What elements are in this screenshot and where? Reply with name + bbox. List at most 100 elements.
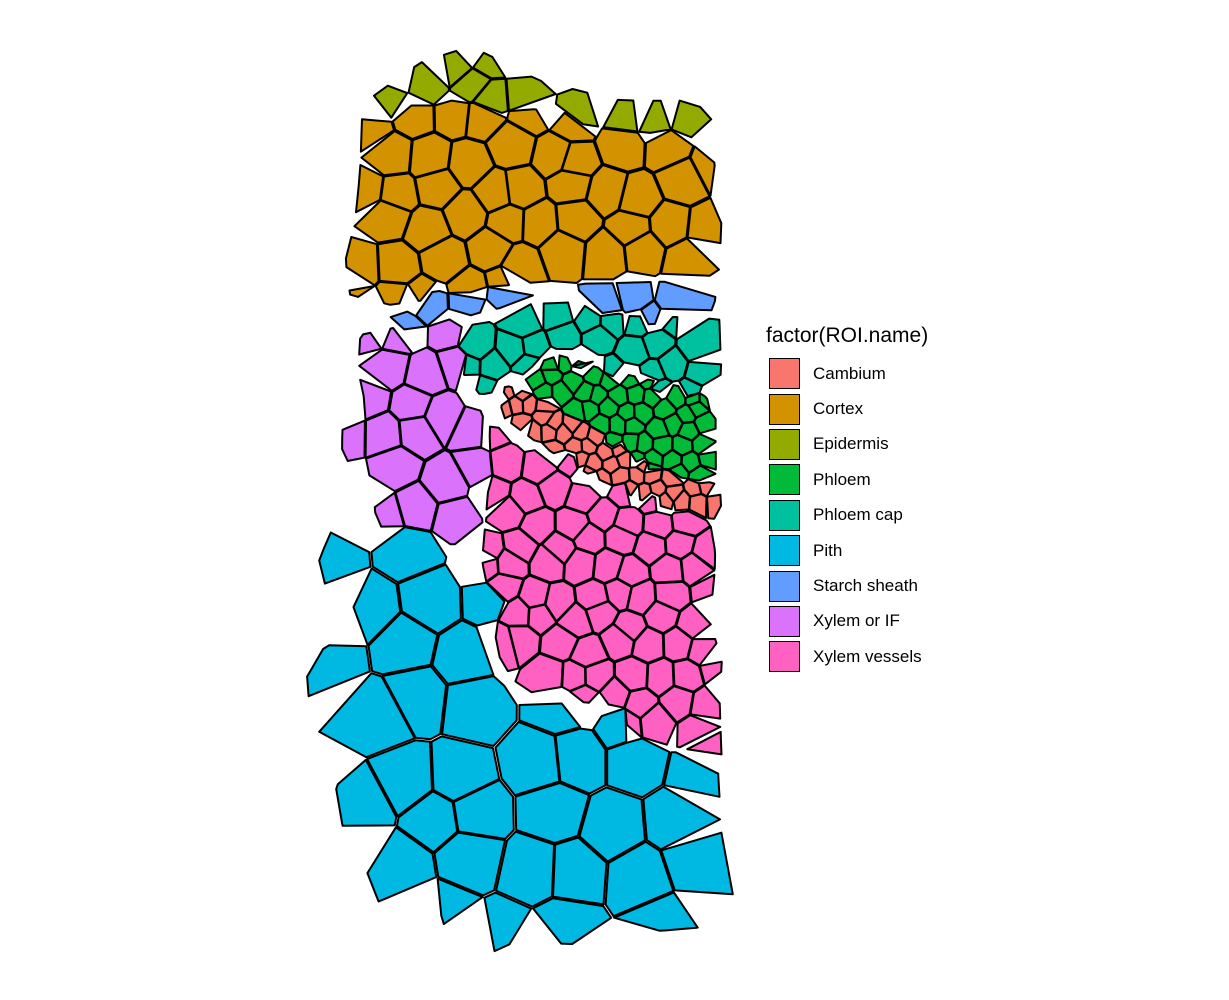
- cell-epidermis: [373, 84, 409, 119]
- cell-phloem: [539, 356, 560, 371]
- cell-cortex: [348, 285, 376, 298]
- cell-epidermis: [505, 75, 557, 112]
- cell-phloem: [691, 433, 717, 456]
- cell-pith: [483, 891, 533, 953]
- legend-label: Phloem: [813, 469, 871, 489]
- cell-xylem-or-if: [449, 446, 494, 489]
- legend-key: [769, 358, 800, 390]
- legend-label: Starch sheath: [813, 576, 918, 596]
- cell-cortex: [377, 239, 423, 285]
- legend-item-cortex: Cortex: [766, 391, 928, 426]
- cell-pith: [381, 665, 448, 741]
- cell-pith: [395, 790, 459, 854]
- cell-cortex: [374, 280, 409, 306]
- cell-xylem-or-if: [430, 495, 484, 546]
- cell-pith: [494, 721, 561, 797]
- cell-epidermis: [602, 98, 639, 133]
- cell-pith: [366, 739, 433, 818]
- cell-cortex: [445, 264, 488, 294]
- cell-cortex: [414, 168, 463, 211]
- cell-phloem-cap: [475, 374, 499, 395]
- cell-pith: [436, 877, 484, 926]
- legend-key: [769, 535, 800, 567]
- cell-phloem: [693, 410, 717, 435]
- cell-phloem-cap: [603, 352, 625, 378]
- cell-starch-sheath: [615, 281, 655, 314]
- legend-item-xylem-vessels: Xylem vessels: [766, 639, 928, 674]
- cell-cortex: [522, 196, 559, 249]
- cell-xylem-or-if: [445, 405, 484, 452]
- cell-cortex: [441, 188, 489, 242]
- legend-label: Pith: [813, 540, 843, 560]
- cell-xylem-or-if: [373, 491, 406, 528]
- cell-xylem-vessels: [488, 425, 512, 452]
- cell-pith: [613, 891, 699, 932]
- cell-xylem-vessels: [485, 572, 525, 603]
- cell-pith: [430, 735, 501, 802]
- legend-key: [769, 464, 800, 496]
- cell-phloem: [571, 360, 586, 368]
- cell-epidermis: [554, 88, 600, 128]
- cell-pith: [441, 675, 518, 747]
- cell-cortex: [418, 234, 471, 285]
- cell-xylem-vessels: [507, 625, 542, 670]
- cell-cortex: [465, 101, 508, 143]
- cell-xylem-vessels: [612, 506, 645, 537]
- cell-phloem: [625, 383, 646, 406]
- cell-xylem-vessels: [638, 495, 658, 515]
- cell-xylem-vessels: [686, 730, 723, 756]
- cell-pith: [433, 831, 506, 897]
- cell-cortex: [391, 104, 435, 140]
- cell-cambium: [688, 493, 708, 519]
- cell-cortex: [689, 145, 716, 197]
- cell-pith: [495, 830, 556, 908]
- cell-pith: [370, 526, 448, 584]
- cell-cortex: [660, 237, 720, 277]
- cell-cortex: [407, 272, 437, 302]
- cell-epidermis: [638, 99, 672, 134]
- cell-pith: [518, 702, 582, 736]
- legend-item-phloem-cap: Phloem cap: [766, 498, 928, 533]
- cell-xylem-or-if: [424, 389, 466, 450]
- legend-key: [769, 605, 800, 637]
- legend-label: Phloem cap: [813, 505, 903, 525]
- cell-pith: [397, 563, 462, 635]
- legend-label: Epidermis: [813, 434, 889, 454]
- cell-pith: [606, 737, 671, 799]
- cell-cortex: [652, 156, 711, 207]
- cell-epidermis: [407, 61, 450, 106]
- cell-xylem-or-if: [394, 479, 439, 532]
- cell-xylem-vessels: [569, 684, 600, 704]
- legend: factor(ROI.name) Cambium Cortex Epidermis P…: [766, 322, 928, 675]
- legend-label: Cortex: [813, 399, 864, 419]
- cell-phloem-cap: [510, 353, 541, 376]
- cell-cortex: [548, 111, 597, 143]
- cell-pith: [592, 707, 628, 750]
- legend-item-starch-sheath: Starch sheath: [766, 568, 928, 603]
- cell-cambium: [706, 493, 722, 520]
- cell-cambium: [582, 464, 598, 475]
- cell-pith: [642, 785, 721, 851]
- cell-cortex: [649, 198, 691, 249]
- legend-item-pith: Pith: [766, 533, 928, 568]
- cell-phloem: [697, 450, 717, 471]
- cell-xylem-or-if: [341, 419, 366, 462]
- cell-phloem-cap: [580, 324, 619, 357]
- cell-cortex: [484, 120, 537, 170]
- cell-cortex: [506, 108, 550, 138]
- cell-pith: [431, 619, 495, 685]
- cell-epidermis: [670, 99, 713, 139]
- cell-cortex: [484, 265, 510, 288]
- cell-cambium: [672, 488, 691, 512]
- legend-item-xylem-or-if: Xylem or IF: [766, 604, 928, 639]
- legend-title: factor(ROI.name): [766, 324, 929, 347]
- cell-cortex: [582, 226, 628, 281]
- cell-xylem-or-if: [358, 331, 383, 356]
- legend-label: Cambium: [813, 363, 886, 383]
- cell-phloem-cap: [462, 353, 481, 376]
- cell-pith: [318, 531, 372, 585]
- cell-xylem-vessels: [676, 714, 722, 749]
- cell-cortex: [359, 118, 395, 153]
- cell-cortex: [594, 127, 646, 173]
